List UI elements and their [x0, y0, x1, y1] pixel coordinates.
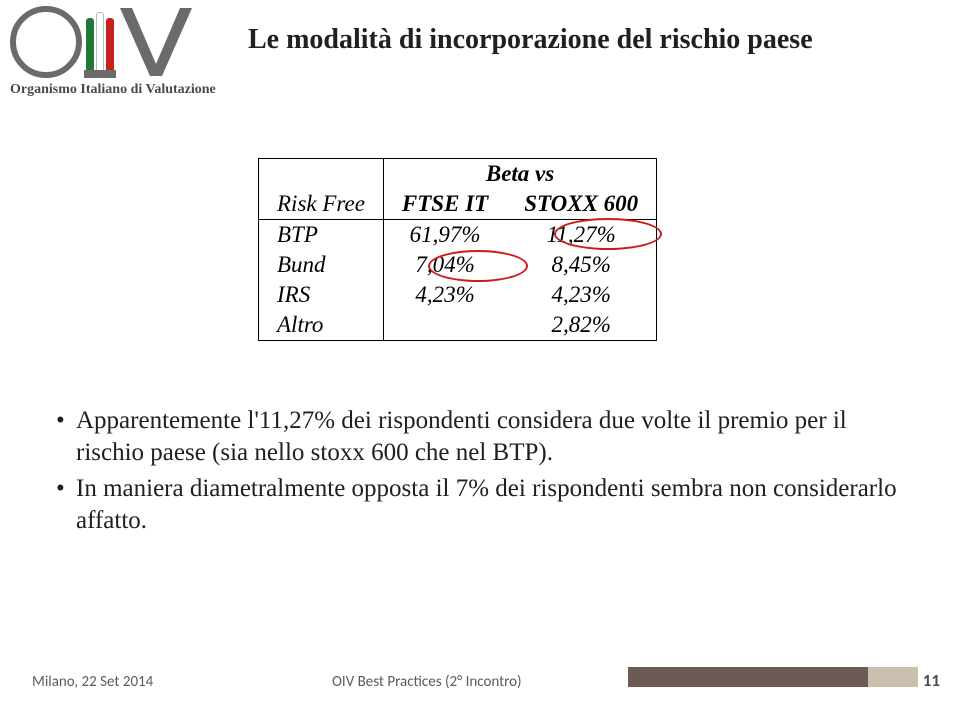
page-number: 11 — [923, 670, 940, 691]
logo-subtitle: Organismo Italiano di Valutazione — [10, 82, 240, 98]
table-row: IRS 4,23% 4,23% — [259, 280, 657, 310]
logo-letter-v-icon — [118, 6, 196, 78]
cell: 61,97% — [383, 220, 506, 251]
row-label: Bund — [259, 250, 384, 280]
bullet-item: • Apparentemente l'11,27% dei rispondent… — [56, 405, 900, 469]
cell: 4,23% — [506, 280, 656, 310]
highlight-circle-icon — [428, 250, 528, 282]
bullet-item: • In maniera diametralmente opposta il 7… — [56, 473, 900, 537]
cell: 2,82% — [506, 310, 656, 341]
logo: Organismo Italiano di Valutazione — [10, 6, 240, 98]
table-row: Altro 2,82% — [259, 310, 657, 341]
cell: 8,45% — [506, 250, 656, 280]
table-col-0: FTSE IT — [383, 189, 506, 220]
data-table: Beta vs Risk Free FTSE IT STOXX 600 BTP … — [258, 158, 657, 341]
table-rowheader-label: Risk Free — [259, 189, 384, 220]
slide: Organismo Italiano di Valutazione Le mod… — [0, 0, 960, 707]
cell — [383, 310, 506, 341]
cell: 4,23% — [383, 280, 506, 310]
highlight-circle-icon — [554, 218, 662, 250]
page-title: Le modalità di incorporazione del rischi… — [248, 24, 813, 56]
footer-center: OIV Best Practices (2° Incontro) — [332, 673, 522, 691]
footer-bar-icon — [628, 666, 918, 688]
bullet-dot-icon: • — [56, 473, 76, 505]
bullet-text: Apparentemente l'11,27% dei rispondenti … — [76, 405, 900, 469]
footer-date: Milano, 22 Set 2014 — [32, 673, 153, 691]
logo-letter-o-icon — [10, 6, 82, 78]
row-label: BTP — [259, 220, 384, 251]
bullet-text: In maniera diametralmente opposta il 7% … — [76, 473, 900, 537]
footer: Milano, 22 Set 2014 OIV Best Practices (… — [32, 661, 940, 691]
table-col-1: STOXX 600 — [506, 189, 656, 220]
table-header-top: Beta vs — [383, 159, 656, 190]
row-label: IRS — [259, 280, 384, 310]
row-label: Altro — [259, 310, 384, 341]
bullet-dot-icon: • — [56, 405, 76, 437]
logo-letter-i-icon — [84, 6, 118, 78]
bullet-list: • Apparentemente l'11,27% dei rispondent… — [56, 405, 900, 541]
